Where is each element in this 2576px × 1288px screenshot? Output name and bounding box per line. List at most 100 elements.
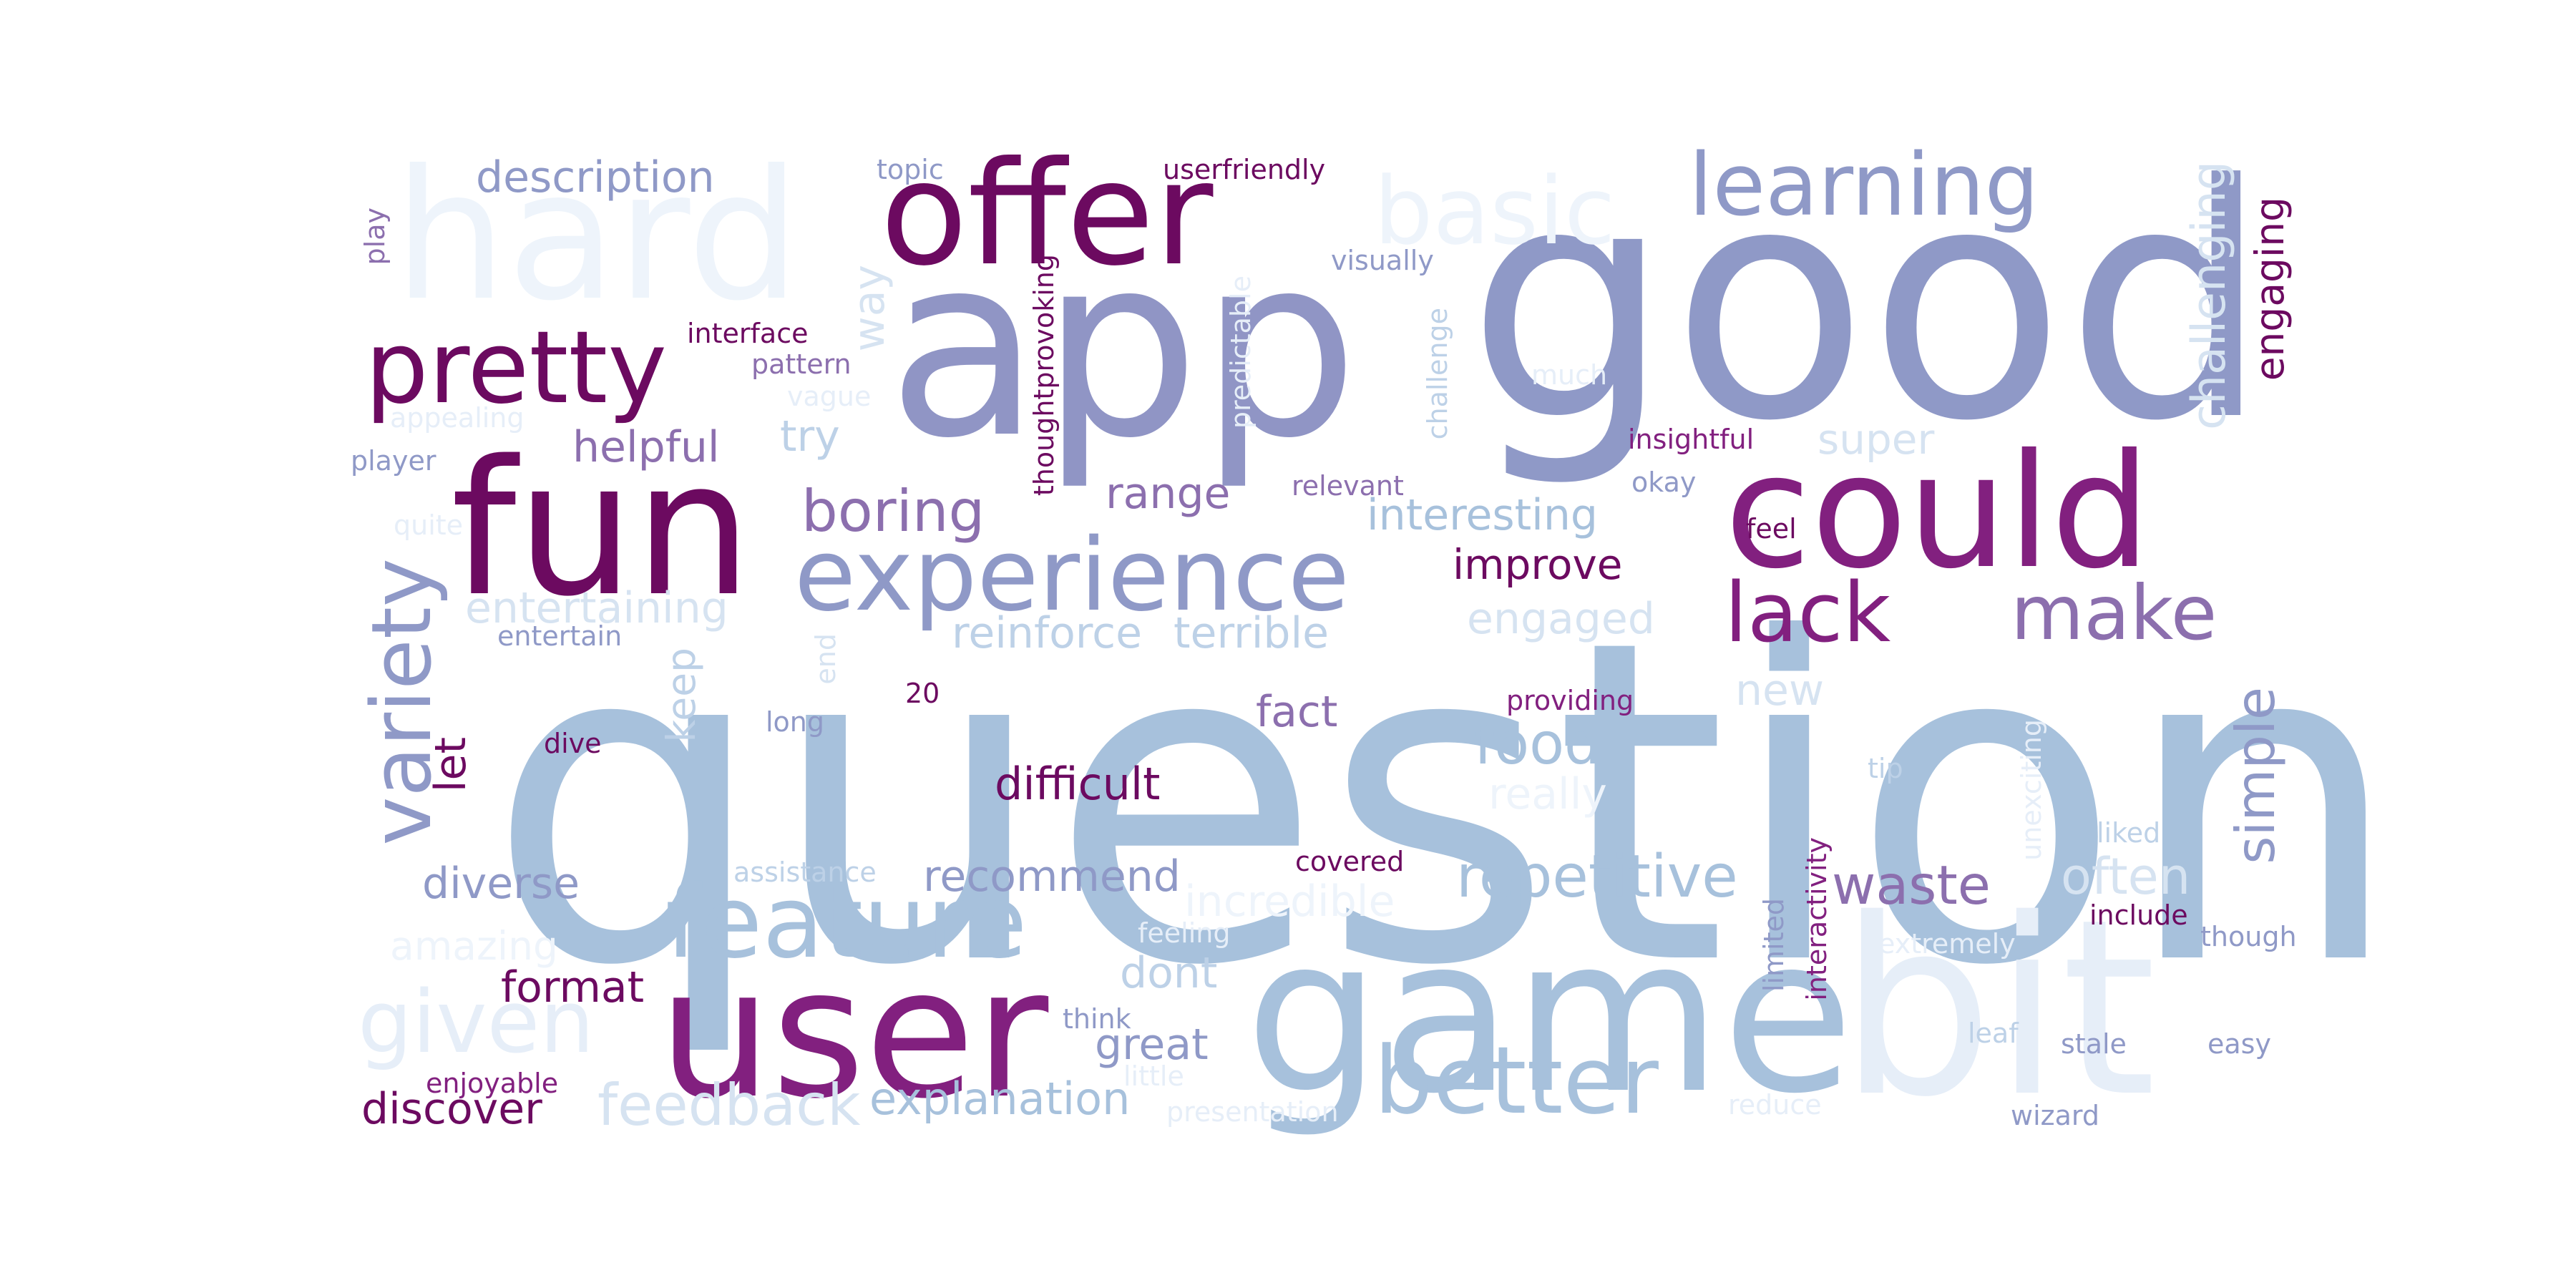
word-good: good: [1467, 117, 2270, 492]
word-much: much: [1531, 359, 1608, 391]
word-userfriendly: userfriendly: [1163, 154, 1326, 185]
word-difficult: difficult: [995, 758, 1161, 810]
word-dive: dive: [544, 728, 602, 759]
word-terrible: terrible: [1174, 608, 1330, 658]
word-explanation: explanation: [869, 1073, 1131, 1125]
word-often: often: [2061, 847, 2191, 906]
word-keep: keep: [658, 648, 704, 743]
word-try: try: [780, 411, 840, 462]
word-great: great: [1095, 1020, 1209, 1070]
word-interesting: interesting: [1367, 490, 1598, 540]
word-relevant: relevant: [1292, 470, 1404, 502]
word-okay: okay: [1631, 467, 1697, 498]
word-end: end: [810, 633, 841, 685]
word-topic: topic: [877, 154, 944, 185]
word-bit: bit: [1839, 867, 2157, 1151]
word-recommend: recommend: [923, 852, 1181, 902]
word-predictable: predictable: [1225, 275, 1257, 429]
word-challenging: challenging: [2182, 161, 2236, 430]
word-description: description: [476, 152, 715, 203]
word-app: app: [887, 201, 1359, 493]
word-make: make: [2011, 570, 2218, 657]
word-extremely: extremely: [1878, 928, 2016, 960]
word-leaf: leaf: [1968, 1018, 2019, 1049]
word-though: though: [2200, 921, 2297, 952]
word-hard: hard: [394, 132, 801, 340]
word-appealing: appealing: [390, 402, 525, 434]
word-could: could: [1724, 420, 2151, 603]
word-limited: limited: [1758, 898, 1790, 992]
word-easy: easy: [2207, 1028, 2271, 1060]
word-incredible: incredible: [1184, 877, 1395, 927]
word-enjoyable: enjoyable: [426, 1068, 559, 1099]
word-include: include: [2089, 899, 2188, 931]
word-amazing: amazing: [390, 923, 558, 969]
word-question: question: [487, 547, 2404, 1063]
word-feel: feel: [1746, 513, 1797, 545]
word-format: format: [501, 962, 645, 1013]
word-stale: stale: [2061, 1028, 2127, 1060]
word-diverse: diverse: [422, 859, 580, 909]
word-given: given: [358, 973, 595, 1073]
word-providing: providing: [1506, 685, 1634, 716]
word-pretty: pretty: [365, 310, 668, 426]
word-range: range: [1106, 469, 1231, 519]
word-entertain: entertain: [497, 620, 623, 652]
word-entertaining: entertaining: [465, 583, 728, 633]
word-way: way: [844, 265, 894, 352]
word-think: think: [1063, 1003, 1131, 1035]
word-player: player: [351, 445, 436, 477]
word-challenge: challenge: [1422, 308, 1453, 440]
word-offer: offer: [880, 131, 1214, 298]
word-basic: basic: [1374, 157, 1616, 265]
word-let: let: [426, 737, 476, 793]
word-user: user: [658, 930, 1049, 1138]
word-thoughtprovoking: thoughtprovoking: [1028, 254, 1060, 497]
word-liked: liked: [2097, 817, 2161, 849]
word-assistance: assistance: [733, 857, 877, 888]
word-lack: lack: [1724, 565, 1891, 661]
word-feedback: feedback: [597, 1072, 861, 1138]
word-fact: fact: [1256, 687, 1338, 737]
word-wizard: wizard: [2011, 1100, 2099, 1131]
word-variety: variety: [354, 558, 450, 846]
word-feeling: feeling: [1138, 917, 1231, 949]
word-boring: boring: [801, 478, 985, 545]
word-learning: learning: [1689, 136, 2039, 235]
word-new: new: [1735, 665, 1825, 716]
word-better: better: [1374, 1026, 1659, 1135]
word-super: super: [1818, 415, 1935, 464]
word-helpful: helpful: [572, 422, 720, 472]
word-discover: discover: [361, 1084, 542, 1134]
word-vague: vague: [787, 381, 872, 412]
word-engaging: engaging: [2247, 197, 2293, 381]
word-interface: interface: [687, 318, 809, 349]
word-food: food: [1474, 711, 1601, 777]
word-really: really: [1488, 769, 1607, 819]
word-dont: dont: [1120, 948, 1218, 998]
word-little: little: [1123, 1060, 1184, 1092]
word-repetitive: repetitive: [1456, 843, 1738, 911]
word-game: game: [1245, 891, 1855, 1141]
word-improve: improve: [1453, 540, 1623, 589]
word-fun: fun: [451, 421, 753, 638]
word-experience: experience: [794, 517, 1350, 634]
word-waste: waste: [1832, 854, 1991, 917]
word-reduce: reduce: [1728, 1089, 1822, 1121]
word-simple: simple: [2224, 687, 2287, 864]
word-tip: tip: [1868, 753, 1903, 784]
word-engaged: engaged: [1467, 594, 1655, 644]
word-20: 20: [905, 678, 940, 709]
word-reinforce: reinforce: [952, 608, 1143, 658]
word-quite: quite: [394, 509, 464, 541]
word-unexciting: unexciting: [2016, 719, 2047, 861]
word-interactivity: interactivity: [1801, 837, 1833, 1001]
word-covered: covered: [1295, 846, 1405, 877]
word-feature: feature: [665, 864, 1028, 981]
word-visually: visually: [1331, 245, 1434, 276]
word-long: long: [766, 706, 825, 738]
word-insightful: insightful: [1628, 424, 1755, 455]
word-pattern: pattern: [751, 348, 852, 380]
word-presentation: presentation: [1166, 1096, 1339, 1128]
